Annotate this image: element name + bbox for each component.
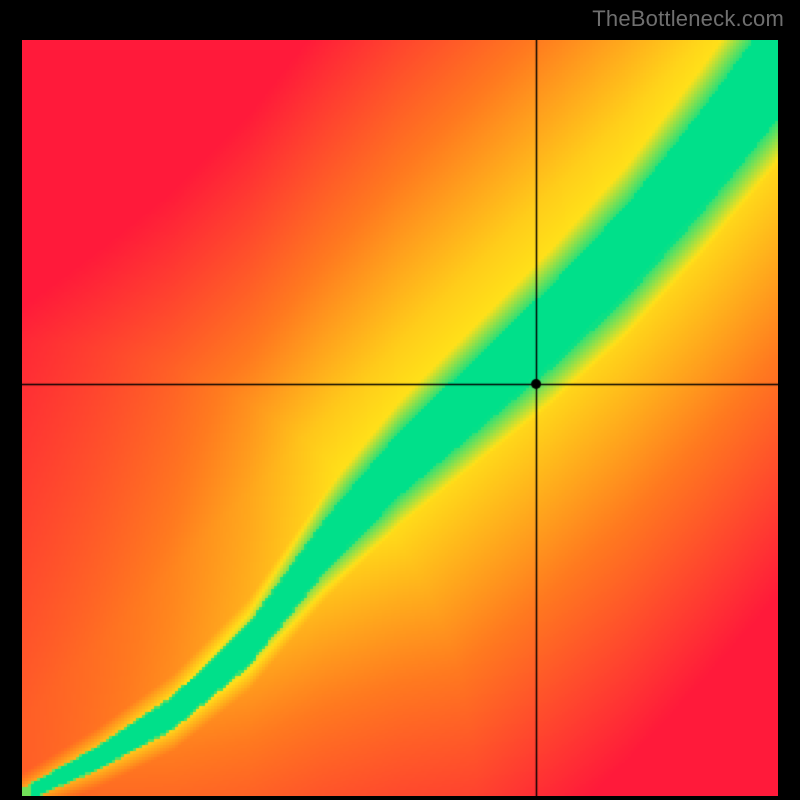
- watermark-text: TheBottleneck.com: [592, 6, 784, 32]
- chart-container: TheBottleneck.com: [0, 0, 800, 800]
- heatmap-canvas: [22, 40, 778, 796]
